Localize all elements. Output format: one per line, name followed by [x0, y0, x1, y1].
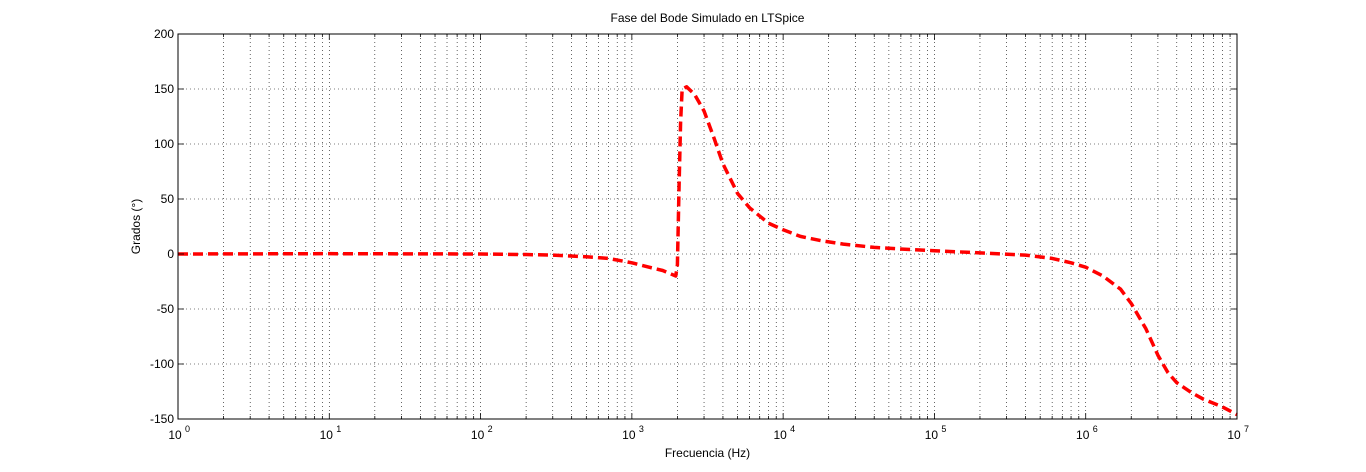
y-axis-label: Grados (°): [129, 199, 143, 254]
x-tick-exponent: 4: [790, 424, 795, 434]
label-layer: 10 0 10 1 10 2 10 3 10 4 10 5 10 6 10 7200150100500-50-…: [150, 27, 1249, 442]
y-tick-label: 50: [161, 192, 175, 206]
y-tick-label: -50: [157, 302, 175, 316]
x-tick-label: 10: [925, 428, 939, 442]
x-axis-label: Frecuencia (Hz): [665, 446, 750, 460]
phase-series-line: [177, 85, 1238, 417]
series-layer: [177, 85, 1238, 417]
x-tick-label: 10: [1076, 428, 1090, 442]
x-tick-label: 10: [773, 428, 787, 442]
x-tick-label: 10: [622, 428, 636, 442]
y-tick-label: 200: [154, 27, 174, 41]
x-tick-label: 10: [471, 428, 485, 442]
x-tick-exponent: 3: [639, 424, 644, 434]
x-tick-exponent: 0: [185, 424, 190, 434]
x-tick-exponent: 7: [1244, 424, 1249, 434]
x-tick-label: 10: [320, 428, 334, 442]
y-tick-label: -150: [150, 412, 174, 426]
grid-layer: [178, 34, 1237, 419]
axes-frame: [177, 33, 1238, 420]
x-tick-exponent: 5: [941, 424, 946, 434]
x-tick-exponent: 2: [488, 424, 493, 434]
y-tick-label: 0: [167, 247, 174, 261]
x-tick-label: 10: [168, 428, 182, 442]
x-tick-exponent: 1: [336, 424, 341, 434]
y-tick-label: -100: [150, 357, 174, 371]
x-tick-exponent: 6: [1093, 424, 1098, 434]
chart-title: Fase del Bode Simulado en LTSpice: [611, 11, 805, 25]
tick-layer: [177, 33, 1238, 420]
x-tick-label: 10: [1227, 428, 1241, 442]
y-tick-label: 100: [154, 137, 174, 151]
y-tick-label: 150: [154, 82, 174, 96]
